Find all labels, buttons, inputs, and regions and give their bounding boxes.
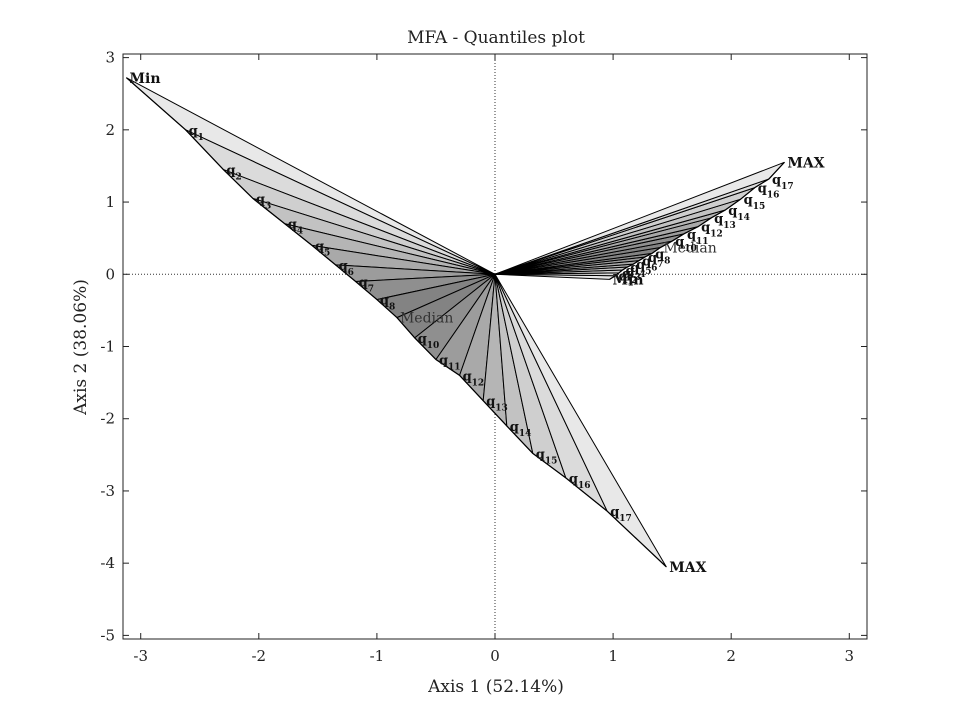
point-label: Median xyxy=(400,311,453,327)
y-tick-label: -5 xyxy=(100,626,115,644)
x-axis-title: Axis 1 (52.14%) xyxy=(427,677,564,697)
y-tick-label: 2 xyxy=(105,121,115,139)
point-label: MAX xyxy=(669,560,706,576)
x-tick-label: -1 xyxy=(370,647,385,665)
point-label: Min xyxy=(130,71,161,87)
x-tick-label: 1 xyxy=(608,647,618,665)
fan-boundary-1 xyxy=(126,77,667,568)
point-label: MAX xyxy=(787,155,824,171)
x-tick-label: -2 xyxy=(251,647,266,665)
point-label: q17 xyxy=(772,173,794,192)
y-axis-title: Axis 2 (38.06%) xyxy=(71,279,91,416)
chart-title: MFA - Quantiles plot xyxy=(407,28,585,48)
x-tick-label: -3 xyxy=(133,647,148,665)
y-tick-label: -3 xyxy=(100,482,115,500)
x-tick-label: 0 xyxy=(490,647,500,665)
fan-boundary-2 xyxy=(609,161,785,280)
plot-area: -3 -2 -1 0 1 2 3-5-4-3-2-10123Minq1q2q3q4q5q6q… xyxy=(100,49,868,665)
y-tick-label: -1 xyxy=(100,338,115,356)
x-tick-label: 3 xyxy=(845,647,855,665)
y-tick-label: -4 xyxy=(100,554,115,572)
y-tick-label: 0 xyxy=(105,265,115,283)
y-tick-label: -2 xyxy=(100,410,115,428)
x-tick-label: 2 xyxy=(726,647,736,665)
point-label: Min xyxy=(613,272,644,288)
y-tick-label: 1 xyxy=(105,193,115,211)
point-label: Median xyxy=(663,241,716,257)
y-tick-label: 3 xyxy=(105,49,115,67)
